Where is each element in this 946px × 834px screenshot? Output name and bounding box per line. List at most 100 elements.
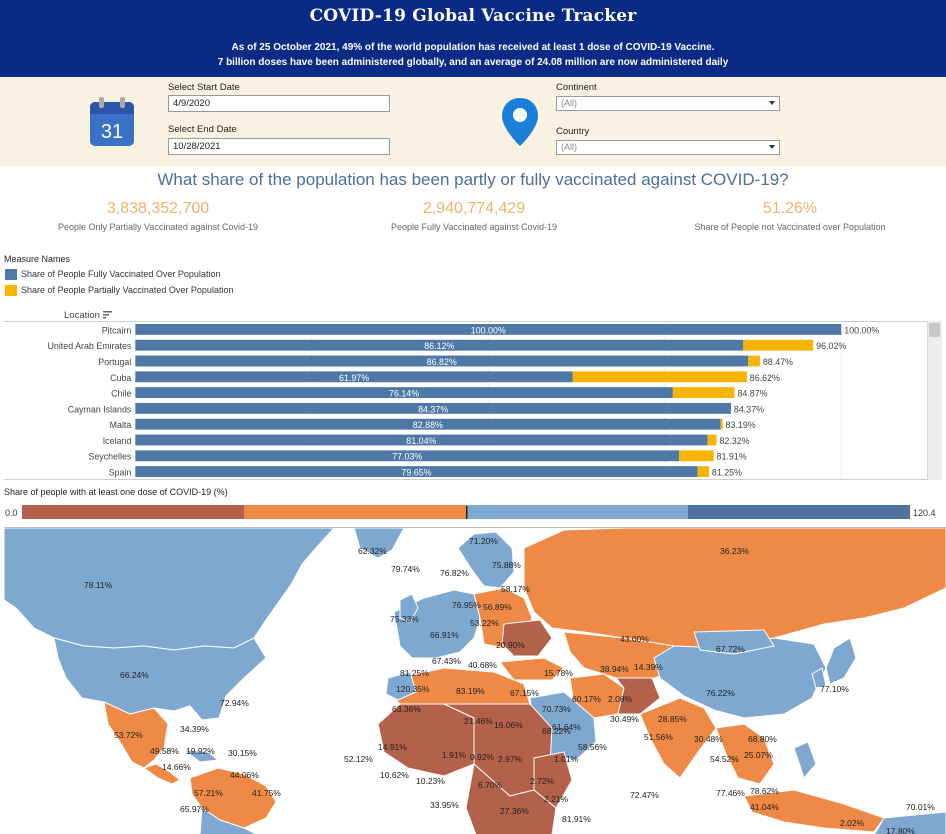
continent-select-value: (All) (561, 98, 577, 108)
map-value-label: 41.75% (252, 788, 281, 798)
map-value-label: 40.68% (468, 660, 497, 670)
map-value-label: 14.91% (378, 742, 407, 752)
bar-fully-vaccinated (135, 355, 749, 367)
map-value-label: 78.62% (750, 786, 779, 796)
map-value-label: 28.85% (658, 714, 687, 724)
kpi-partial-label: People Only Partially Vaccinated against… (58, 222, 258, 232)
map-region-usa (53, 637, 267, 721)
start-date-input[interactable]: 4/9/2020 (168, 95, 390, 112)
bar-inner-label: 100.00% (471, 325, 506, 335)
bar-category-label: Chile (111, 389, 131, 399)
bar-fully-vaccinated (135, 402, 731, 414)
world-map-shapes (4, 528, 946, 834)
legend-label: Share of People Partially Vaccinated Ove… (21, 285, 234, 295)
map-value-label: 44.06% (230, 770, 259, 780)
map-value-label: 61.64% (552, 722, 581, 732)
legend-item-fully[interactable]: Share of People Fully Vaccinated Over Po… (5, 269, 220, 281)
map-value-label: 57.21% (194, 788, 223, 798)
legend-item-partially[interactable]: Share of People Partially Vaccinated Ove… (5, 285, 233, 297)
map-value-label: 51.56% (644, 732, 673, 742)
legend-swatch (5, 269, 17, 281)
map-value-label: 21.46% (464, 716, 493, 726)
bar-partially-vaccinated (572, 371, 747, 383)
map-region-scandinavia (457, 531, 515, 589)
location-column-header[interactable]: Location (64, 310, 113, 321)
bar-partially-vaccinated (707, 434, 717, 446)
map-value-label: 49.58% (150, 746, 179, 756)
bar-total-label: 81.25% (712, 468, 742, 478)
bar-inner-label: 76.14% (389, 389, 419, 399)
map-value-label: 20.90% (496, 640, 525, 650)
color-band-3 (466, 505, 688, 519)
bar-total-label: 84.87% (737, 389, 767, 399)
map-value-label: 30.15% (228, 748, 257, 758)
country-select[interactable]: (All) (556, 140, 780, 155)
map-region-southeast-asia (715, 723, 775, 785)
map-value-label: 16.06% (494, 720, 523, 730)
sort-icon[interactable] (102, 311, 113, 319)
map-value-label: 10.23% (416, 776, 445, 786)
continent-label: Continent (556, 82, 597, 93)
bar-total-label: 88.47% (763, 357, 793, 367)
map-region-morocco (385, 671, 417, 701)
map-value-label: 2.72% (530, 776, 555, 786)
map-value-label: 53.22% (470, 618, 499, 628)
map-value-label: 1.01% (554, 754, 579, 764)
bar-category-label: Portugal (98, 357, 131, 367)
chart-scroll-thumb[interactable] (929, 323, 940, 337)
kpi-full-value: 2,940,774,429 (422, 200, 526, 217)
bar-total-label: 86.62% (750, 373, 780, 383)
filter-panel (0, 77, 946, 166)
bar-inner-label: 77.03% (392, 452, 422, 462)
bar-inner-label: 86.82% (427, 357, 457, 367)
map-region-indonesia (743, 789, 885, 833)
map-value-label: 58.17% (501, 584, 530, 594)
map-region-australia (874, 811, 946, 834)
map-value-label: 77.10% (820, 684, 849, 694)
country-select-value: (All) (561, 142, 577, 152)
map-region-philippines (793, 741, 817, 779)
map-value-label: 14.39% (634, 662, 663, 672)
bar-fully-vaccinated (135, 387, 673, 399)
map-value-label: 58.56% (578, 742, 607, 752)
map-value-label: 83.19% (456, 686, 485, 696)
map-value-label: 56.89% (483, 602, 512, 612)
map-value-label: 67.72% (716, 644, 745, 654)
bar-fully-vaccinated (135, 434, 708, 446)
bar-total-label: 96.02% (816, 341, 846, 351)
continent-select[interactable]: (All) (556, 96, 780, 111)
map-value-label: 2.08% (608, 694, 633, 704)
bar-inner-label: 82.88% (413, 420, 443, 430)
color-legend-min: 0.0 (5, 508, 18, 518)
map-value-label: 27.36% (500, 806, 529, 816)
bar-category-label: Spain (109, 468, 132, 478)
legend-label: Share of People Fully Vaccinated Over Po… (21, 269, 221, 279)
bar-total-label: 81.91% (717, 452, 747, 462)
map-region-india (639, 697, 717, 779)
bar-partially-vaccinated (748, 355, 760, 367)
map-value-label: 52.12% (344, 754, 373, 764)
map-value-label: 36.23% (720, 546, 749, 556)
calendar-icon-text: 31 (101, 121, 123, 143)
bar-inner-label: 61.97% (339, 373, 369, 383)
map-value-label: 30.48% (694, 734, 723, 744)
kpi-unvaccinated-label: Share of People not Vaccinated over Popu… (694, 222, 886, 232)
bar-partially-vaccinated (672, 387, 735, 399)
map-value-label: 2.97% (498, 754, 523, 764)
calendar-icon: 31 (90, 97, 134, 146)
world-map[interactable]: 78.11% 62.32% 79.74% 71.20% 76.82% 75.88% 36.2… (4, 527, 946, 834)
legend-title: Measure Names (4, 254, 71, 264)
section-question: What share of the population has been pa… (157, 170, 789, 189)
map-value-label: 78.11% (84, 580, 113, 590)
map-value-label: 2.21% (544, 794, 569, 804)
map-region-caribbean (182, 749, 220, 763)
kpi-partial-value: 3,838,352,700 (106, 200, 210, 217)
bar-fully-vaccinated (135, 418, 721, 430)
end-date-input[interactable]: 10/28/2021 (168, 138, 390, 155)
map-value-label: 79.74% (391, 564, 420, 574)
map-value-label: 76.82% (440, 568, 469, 578)
map-region-greenland (353, 528, 405, 559)
map-region-southern-africa (465, 763, 557, 834)
chart-scrollbar[interactable] (927, 321, 942, 480)
